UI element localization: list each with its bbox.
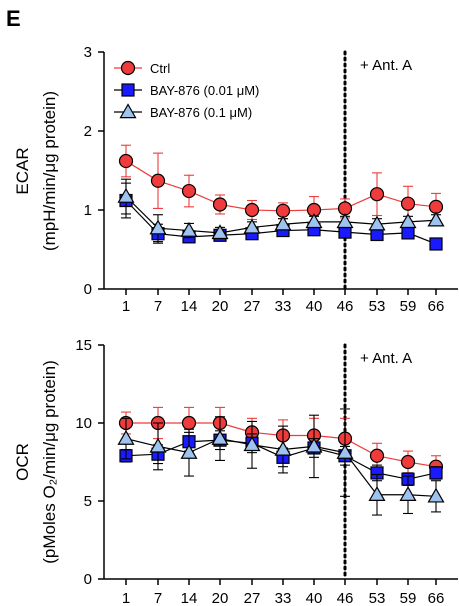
x-tick-label: 27 [244,298,261,315]
y-axis-title-line: (pMoles O₂/min/μg protein) [40,360,59,563]
ctrl-point [150,173,166,188]
ctrl-point [118,153,134,169]
ctrl-point [428,199,444,214]
series-circle [118,144,444,224]
bay-0.1-point [119,103,137,119]
bay-0.1-point [149,437,167,453]
bay-0.1-point [117,429,135,445]
y-tick-label: 10 [75,415,92,432]
bay-0.1-point [180,443,198,459]
y-tick-label: 0 [84,571,92,588]
bay-0.1-point [211,429,229,445]
bay-0.1-point [243,436,261,452]
x-tick-label: 1 [122,298,130,315]
y-axis-title-line: ECAR [13,147,32,194]
legend-label: BAY-876 (0.1 μM) [150,105,252,120]
ctrl-point [400,454,416,470]
bay-0.1-point [427,487,445,503]
ctrl-point [181,415,197,431]
ocr-chart: 0 5 10 15 1 7 14 20 27 33 40 46 53 59 66 OCR (pMoles O₂/… [13,337,458,606]
x-tick-label: 14 [181,298,198,315]
x-tick-label: 27 [244,590,261,606]
x-tick-label: 7 [154,298,162,315]
x-tick-label: 20 [212,298,229,315]
y-axis-title-line: (mpH/min/μg protein) [40,91,59,251]
bay-0.1-point [117,187,135,203]
x-tick-label: 1 [122,590,130,606]
ctrl-point [244,202,260,218]
ctrl-point [369,448,385,463]
series-triangle [117,408,445,516]
y-tick-label: 5 [84,493,92,510]
x-tick-label: 59 [400,590,417,606]
ecar-chart: 0 1 2 3 1 7 14 20 27 33 40 46 53 59 66 ECAR (mpH/min/μg … [13,44,458,315]
bay-0.01-point [429,466,443,480]
ctrl-point [275,203,291,218]
y-tick-label: 1 [84,202,92,219]
bay-0.1-point [399,486,417,501]
bay-0.1-point [368,215,386,231]
bay-0.1-point [399,213,417,229]
ctrl-point [400,196,416,211]
x-tick-label: 33 [275,590,292,606]
panel-letter: E [6,6,21,31]
ctrl-point [337,201,353,216]
bay-0.1-point [368,486,386,501]
legend-label: Ctrl [150,61,170,76]
x-tick-label: 46 [337,590,354,606]
x-tick-label: 40 [306,590,323,606]
bay-0.1-point [427,211,445,227]
bay-0.01-point [121,83,135,97]
annotation-ant-a: + Ant. A [360,350,412,367]
bay-0.01-point [429,237,443,251]
annotation-ant-a: + Ant. A [360,57,412,74]
x-tick-label: 14 [181,590,198,606]
ctrl-point [212,197,228,212]
x-tick-label: 53 [369,590,386,606]
y-tick-label: 0 [84,281,92,298]
bay-0.1-point [149,219,167,235]
x-tick-label: 53 [369,298,386,315]
bay-0.1-point [243,218,261,234]
bay-0.1-point [336,443,354,459]
x-tick-label: 33 [275,298,292,315]
ctrl-point [369,187,385,202]
y-axis-title-line: OCR [13,443,32,481]
bay-0.1-point [211,224,229,240]
series-triangle [117,178,445,243]
bay-0.1-point [336,213,354,229]
bay-0.1-point [274,440,292,456]
x-tick-label: 20 [212,590,229,606]
x-tick-label: 40 [306,298,323,315]
bay-0.01-point [401,226,415,240]
x-tick-label: 66 [428,298,445,315]
bay-0.1-point [305,437,323,453]
y-tick-label: 2 [84,123,92,140]
x-tick-label: 7 [154,590,162,606]
x-tick-label: 59 [400,298,417,315]
legend: Ctrl BAY-876 (0.01 μM) BAY-876 (0.1 μM) [114,60,259,120]
bay-0.1-point [274,215,292,231]
x-tick-label: 66 [428,590,445,606]
x-tick-label: 46 [337,298,354,315]
y-tick-label: 3 [84,44,92,61]
ctrl-point [120,60,136,76]
legend-label: BAY-876 (0.01 μM) [150,83,259,98]
bay-0.1-point [305,213,323,229]
bay-0.1-point [180,221,198,237]
y-tick-label: 15 [75,337,92,354]
ctrl-point [181,183,197,199]
